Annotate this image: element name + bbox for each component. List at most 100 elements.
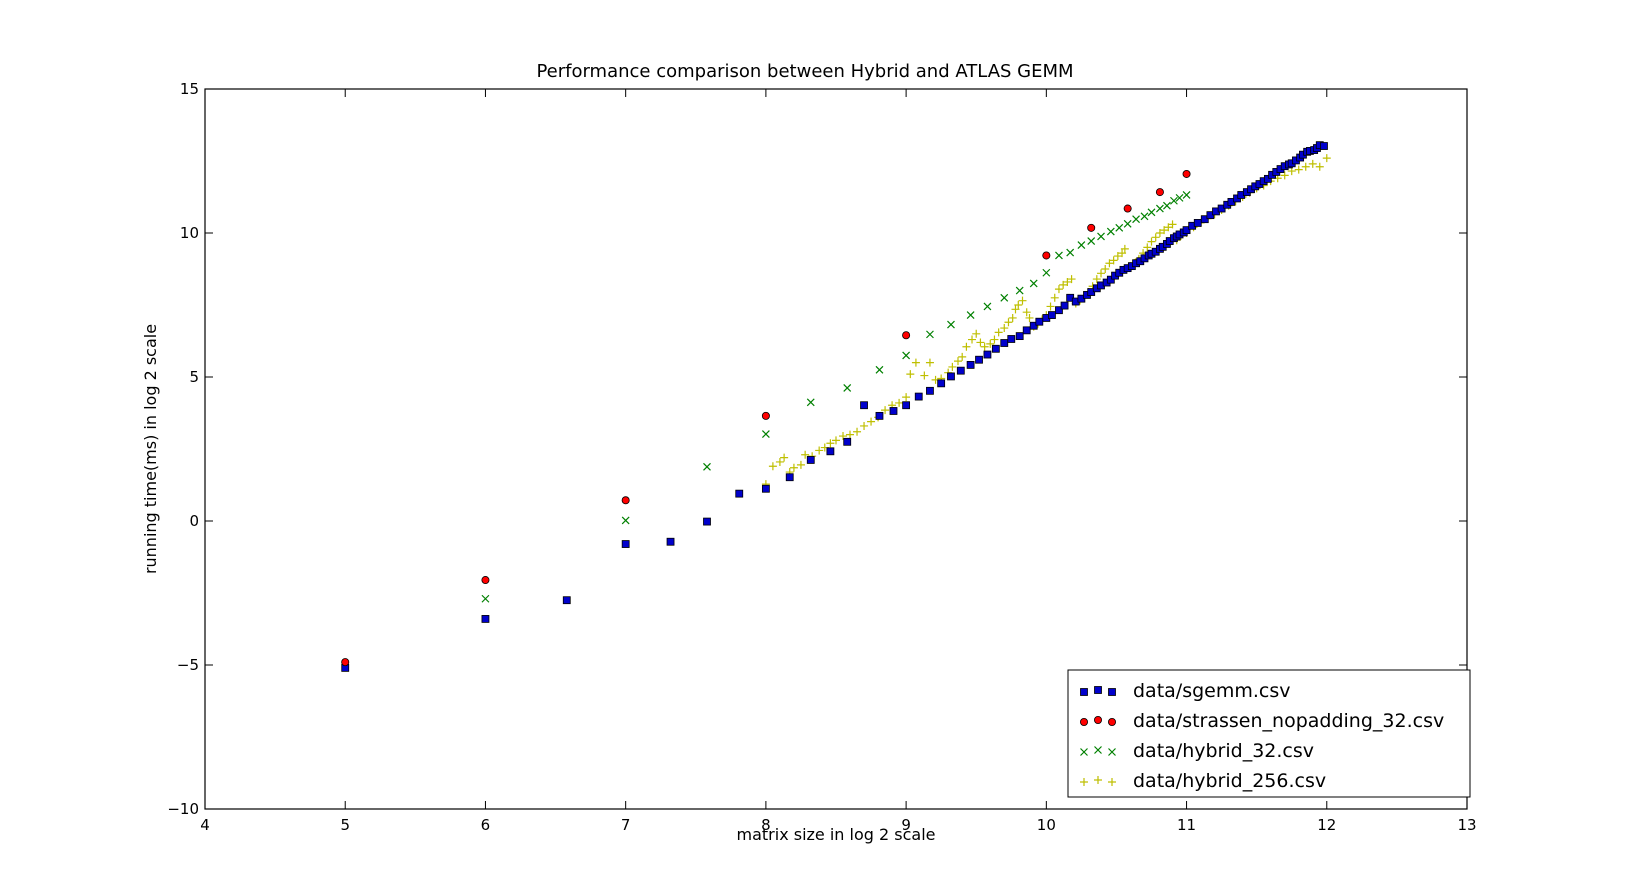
data-point <box>881 406 890 415</box>
data-point <box>1063 277 1072 286</box>
y-tick-label: −5 <box>177 656 199 674</box>
data-point <box>926 330 934 339</box>
data-marks <box>341 141 1331 672</box>
data-point <box>1101 265 1110 273</box>
data-point <box>1200 215 1209 224</box>
data-point <box>801 450 810 459</box>
y-tick-label: 10 <box>180 224 199 242</box>
data-point <box>1000 339 1009 347</box>
data-point <box>1008 313 1017 322</box>
y-axis-label: running time(ms) in log 2 scale <box>141 324 160 574</box>
x-tick: 10 <box>1037 89 1056 834</box>
data-point <box>1140 212 1149 221</box>
y-tick: 10 <box>180 224 1467 242</box>
data-point <box>775 457 784 466</box>
legend-marker <box>1080 748 1088 756</box>
data-point <box>1164 223 1173 232</box>
legend-marker <box>1080 778 1088 786</box>
data-point <box>1118 249 1127 258</box>
data-point <box>1106 227 1115 236</box>
data-point <box>341 658 350 667</box>
data-point <box>1115 223 1124 232</box>
data-point <box>1168 220 1177 229</box>
y-tick: −5 <box>177 656 1467 674</box>
data-point <box>968 335 977 344</box>
x-tick-label: 8 <box>761 816 771 834</box>
data-point <box>1007 335 1016 343</box>
data-point <box>785 473 794 482</box>
x-tick-label: 11 <box>1177 816 1196 834</box>
data-point <box>914 392 923 401</box>
x-tick-label: 12 <box>1317 816 1336 834</box>
data-point <box>832 436 840 445</box>
x-axis-ticks: 4 5 6 7 8 9 10 11 12 13 <box>200 89 1477 834</box>
data-point <box>1160 226 1169 235</box>
data-point <box>947 372 955 381</box>
legend-item: data/sgemm.csv <box>1080 680 1291 702</box>
data-point <box>621 516 630 525</box>
x-tick-label: 5 <box>340 816 350 834</box>
x-tick-label: 10 <box>1037 816 1056 834</box>
legend-marker <box>1108 748 1116 756</box>
series-2-points <box>481 191 1191 603</box>
x-tick: 9 <box>901 89 911 834</box>
series-0-points <box>341 141 1328 672</box>
legend-item: data/strassen_nopadding_32.csv <box>1080 710 1444 732</box>
data-point <box>761 430 770 438</box>
data-point <box>839 432 848 441</box>
data-point <box>1000 293 1009 302</box>
data-point <box>703 517 711 526</box>
data-point <box>843 384 852 392</box>
data-point <box>1294 165 1303 174</box>
data-point <box>1113 252 1122 261</box>
data-point <box>666 537 675 546</box>
data-point <box>1077 241 1086 250</box>
data-point <box>796 460 805 469</box>
legend: data/sgemm.csv data/strassen_nopadding_32… <box>1067 669 1471 798</box>
legend-marker <box>1108 778 1116 786</box>
data-point <box>1175 193 1184 202</box>
data-point <box>1109 256 1118 265</box>
data-point <box>621 496 630 505</box>
legend-box <box>1067 669 1471 798</box>
legend-item: data/hybrid_256.csv <box>1080 770 1326 792</box>
y-tick-label: 5 <box>189 368 199 386</box>
data-point <box>1155 229 1164 237</box>
legend-marker <box>1080 688 1088 696</box>
data-point <box>1060 301 1069 310</box>
data-point <box>1132 215 1141 224</box>
data-point <box>1280 171 1289 180</box>
x-tick: 11 <box>1177 89 1196 834</box>
data-point <box>889 407 898 415</box>
data-point <box>1004 318 1013 327</box>
y-axis-ticks: −10 −5 0 5 10 15 <box>167 80 1467 818</box>
data-point <box>1320 142 1328 150</box>
data-point <box>768 462 777 471</box>
data-point <box>986 339 995 348</box>
data-point <box>789 463 798 472</box>
legend-items: data/sgemm.csv data/strassen_nopadding_32… <box>1080 680 1444 792</box>
chart-title: Performance comparison between Hybrid an… <box>536 61 1073 82</box>
data-point <box>1147 237 1156 246</box>
x-axis-label: matrix size in log 2 scale <box>737 825 936 844</box>
data-point <box>1287 167 1296 176</box>
data-point <box>956 366 965 375</box>
data-point <box>937 379 946 388</box>
x-tick-label: 13 <box>1457 816 1476 834</box>
legend-label: data/hybrid_256.csv <box>1133 770 1326 792</box>
data-point <box>902 331 911 340</box>
data-point <box>1322 154 1331 163</box>
data-point <box>925 358 934 367</box>
data-point <box>975 355 983 364</box>
data-point <box>1308 159 1317 168</box>
data-point <box>1182 191 1191 199</box>
data-point <box>926 386 934 395</box>
legend-marker <box>1108 688 1116 696</box>
data-point <box>1301 162 1310 171</box>
data-point <box>1011 305 1020 314</box>
data-point <box>980 342 989 351</box>
x-tick: 4 <box>200 89 210 834</box>
data-point <box>1048 311 1056 319</box>
data-point <box>983 350 992 359</box>
